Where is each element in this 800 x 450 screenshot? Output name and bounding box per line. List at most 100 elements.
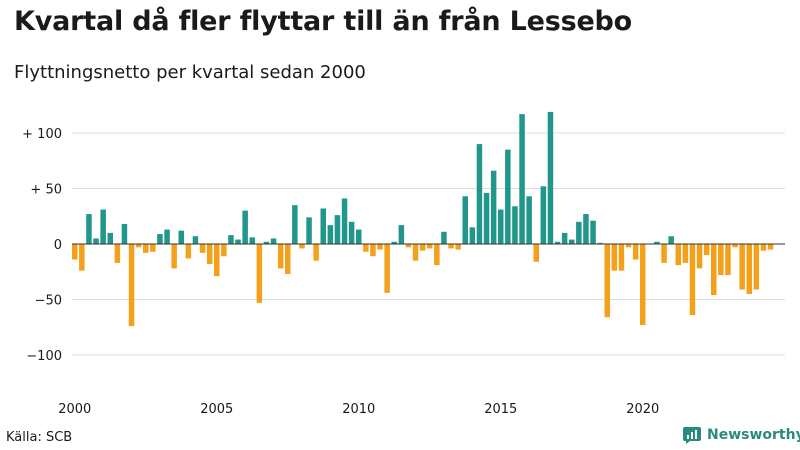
bar <box>490 170 497 244</box>
bar <box>618 244 625 271</box>
bar <box>263 241 270 244</box>
bar <box>100 209 106 244</box>
bar <box>320 208 326 244</box>
bar <box>576 221 582 244</box>
bar <box>661 244 667 263</box>
x-tick-label: 2010 <box>342 402 375 417</box>
bar <box>441 231 447 244</box>
bar <box>434 244 440 266</box>
bar <box>143 244 149 253</box>
bar <box>398 225 405 244</box>
bar <box>285 244 291 274</box>
bar <box>547 111 554 244</box>
bar <box>625 244 632 248</box>
bar <box>561 232 568 244</box>
y-tick-label: + 100 <box>22 127 62 142</box>
chart-subtitle: Flyttningsnetto per kvartal sedan 2000 <box>14 62 366 83</box>
y-tick-label: + 50 <box>30 183 62 198</box>
bar <box>72 244 78 260</box>
bar <box>682 244 689 263</box>
bar <box>384 244 390 293</box>
bar <box>519 114 525 244</box>
bar <box>313 244 319 261</box>
bar <box>185 244 192 259</box>
bar <box>498 209 504 244</box>
bar <box>512 206 518 244</box>
bar <box>668 236 674 244</box>
bar <box>270 238 277 244</box>
y-axis-ticks: + 100 + 50 0 −50 −100 <box>22 127 62 364</box>
bar <box>242 210 248 244</box>
bar <box>448 244 454 249</box>
bar <box>171 244 177 269</box>
bar <box>753 244 760 290</box>
bar <box>256 244 263 303</box>
bar <box>327 225 334 244</box>
bar <box>469 227 476 244</box>
bar <box>157 234 163 244</box>
brand-name: Newsworthy <box>707 427 800 443</box>
newsworthy-logo-icon <box>683 427 701 444</box>
bar <box>121 224 128 244</box>
bar <box>462 196 468 244</box>
bar <box>114 244 121 263</box>
bar <box>611 244 618 271</box>
bar <box>334 215 341 244</box>
bar <box>476 144 483 244</box>
bar <box>292 205 298 244</box>
bar <box>377 244 383 250</box>
bar <box>767 244 774 250</box>
bar <box>206 244 213 264</box>
bar <box>235 239 241 244</box>
bar <box>249 237 255 244</box>
bar <box>348 221 355 244</box>
bar <box>604 244 610 318</box>
bar <box>703 244 710 256</box>
bar <box>228 235 234 244</box>
bar <box>718 244 724 276</box>
bar <box>93 238 99 244</box>
bar <box>412 244 419 261</box>
bar <box>107 232 113 244</box>
bar <box>128 244 135 327</box>
grid-lines <box>72 132 785 356</box>
x-axis-ticks: 2000 2005 2010 2015 2020 <box>58 402 659 417</box>
x-tick-label: 2000 <box>58 402 91 417</box>
bar <box>221 244 227 257</box>
bar <box>199 244 206 253</box>
y-tick-label: −50 <box>35 294 62 309</box>
bar <box>540 186 547 244</box>
bar <box>483 192 490 244</box>
bar <box>214 244 220 277</box>
bar <box>427 244 433 249</box>
bar <box>356 229 362 244</box>
bar <box>150 244 156 252</box>
source-note: Källa: SCB <box>6 430 73 445</box>
bar <box>732 244 738 248</box>
bar <box>632 244 639 260</box>
bar <box>363 244 369 252</box>
chart-title: Kvartal då fler flyttar till än från Les… <box>14 6 633 37</box>
bar <box>192 236 199 244</box>
bar <box>590 220 596 244</box>
bar <box>696 244 703 269</box>
brand-logo: Newsworthy <box>682 425 800 445</box>
bar <box>597 242 603 244</box>
x-tick-label: 2020 <box>626 402 659 417</box>
bar <box>341 198 348 244</box>
y-tick-label: 0 <box>54 238 62 253</box>
x-tick-label: 2005 <box>200 402 233 417</box>
bar <box>554 241 561 244</box>
bar <box>370 244 376 257</box>
bar <box>277 244 284 269</box>
x-tick-label: 2015 <box>484 402 517 417</box>
bar <box>640 244 646 326</box>
bar <box>164 229 170 244</box>
bar <box>583 214 589 244</box>
bar <box>405 244 412 248</box>
bar <box>299 244 305 249</box>
bars <box>72 111 774 327</box>
bar <box>455 244 461 250</box>
bar <box>689 244 696 316</box>
